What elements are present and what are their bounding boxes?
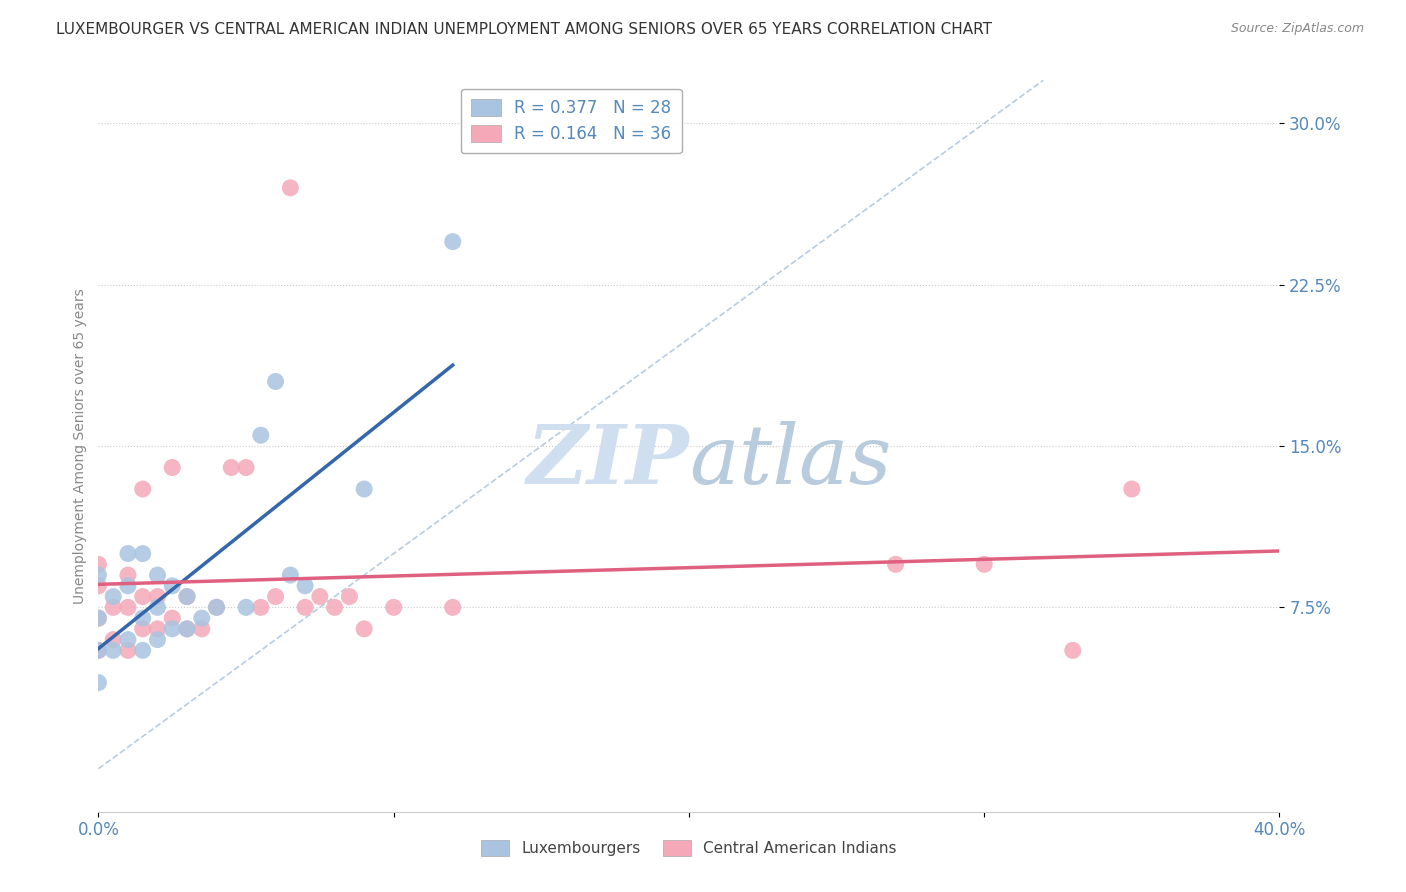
Text: ZIP: ZIP xyxy=(526,421,689,500)
Point xyxy=(146,622,169,636)
Point xyxy=(117,579,139,593)
Point xyxy=(191,611,214,625)
Point xyxy=(132,590,155,604)
Point xyxy=(235,600,257,615)
Point xyxy=(132,643,155,657)
Point xyxy=(323,600,346,615)
Point xyxy=(280,568,302,582)
Point xyxy=(264,375,287,389)
Point xyxy=(132,547,155,561)
Point xyxy=(250,428,273,442)
Point xyxy=(294,579,316,593)
Point xyxy=(162,622,183,636)
Point xyxy=(146,568,169,582)
Point xyxy=(87,611,110,625)
Point xyxy=(87,643,110,657)
Point xyxy=(280,181,302,195)
Point xyxy=(87,558,110,572)
Point xyxy=(353,622,375,636)
Text: LUXEMBOURGER VS CENTRAL AMERICAN INDIAN UNEMPLOYMENT AMONG SENIORS OVER 65 YEARS: LUXEMBOURGER VS CENTRAL AMERICAN INDIAN … xyxy=(56,22,993,37)
Point xyxy=(1062,643,1084,657)
Point xyxy=(205,600,228,615)
Point xyxy=(103,600,125,615)
Point xyxy=(205,600,228,615)
Point xyxy=(176,622,198,636)
Legend: Luxembourgers, Central American Indians: Luxembourgers, Central American Indians xyxy=(475,834,903,863)
Point xyxy=(191,622,214,636)
Point xyxy=(162,460,183,475)
Point xyxy=(382,600,405,615)
Point xyxy=(973,558,995,572)
Point xyxy=(132,482,155,496)
Point xyxy=(176,590,198,604)
Point xyxy=(294,600,316,615)
Y-axis label: Unemployment Among Seniors over 65 years: Unemployment Among Seniors over 65 years xyxy=(73,288,87,604)
Point xyxy=(176,622,198,636)
Point xyxy=(87,675,110,690)
Point xyxy=(132,622,155,636)
Point xyxy=(264,590,287,604)
Text: Source: ZipAtlas.com: Source: ZipAtlas.com xyxy=(1230,22,1364,36)
Point xyxy=(441,600,464,615)
Point xyxy=(132,611,155,625)
Point xyxy=(103,590,125,604)
Point xyxy=(146,632,169,647)
Point xyxy=(221,460,243,475)
Point xyxy=(162,579,183,593)
Point xyxy=(117,643,139,657)
Point xyxy=(117,547,139,561)
Point xyxy=(162,611,183,625)
Point xyxy=(176,590,198,604)
Point xyxy=(146,600,169,615)
Point xyxy=(87,643,110,657)
Point xyxy=(309,590,332,604)
Point xyxy=(441,235,464,249)
Point xyxy=(146,590,169,604)
Point xyxy=(339,590,361,604)
Point xyxy=(250,600,273,615)
Point xyxy=(117,568,139,582)
Point xyxy=(87,579,110,593)
Point xyxy=(87,568,110,582)
Text: atlas: atlas xyxy=(689,421,891,500)
Point xyxy=(884,558,907,572)
Point xyxy=(103,643,125,657)
Point xyxy=(1121,482,1143,496)
Point xyxy=(103,632,125,647)
Point xyxy=(87,611,110,625)
Point xyxy=(235,460,257,475)
Point xyxy=(353,482,375,496)
Point xyxy=(117,632,139,647)
Point xyxy=(117,600,139,615)
